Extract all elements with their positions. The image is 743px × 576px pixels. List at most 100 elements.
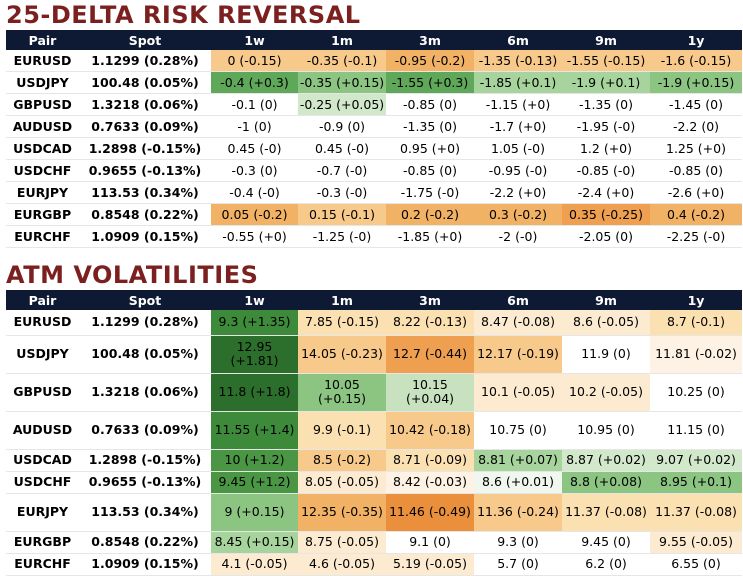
value-cell: -0.95 (-0): [474, 159, 562, 182]
value-cell: 11.15 (0): [650, 411, 742, 450]
spot-cell: 1.2898 (-0.15%): [79, 449, 211, 472]
value-cell: -0.25 (+0.05): [298, 93, 386, 116]
value-cell: -1.15 (+0): [474, 93, 562, 116]
value-cell: 8.8 (+0.08): [562, 471, 650, 494]
value-cell: 0.45 (-0): [298, 137, 386, 160]
spot-cell: 0.8548 (0.22%): [79, 531, 211, 554]
risk-reversal-title: 25-DELTA RISK REVERSAL: [6, 1, 361, 29]
spot-cell: 0.9655 (-0.13%): [79, 471, 211, 494]
value-cell: 0.95 (+0): [386, 137, 474, 160]
value-cell: 8.05 (-0.05): [298, 471, 386, 494]
value-cell: -0.85 (0): [650, 159, 742, 182]
spot-cell: 1.0909 (0.15%): [79, 225, 211, 248]
value-cell: -0.85 (-0): [562, 159, 650, 182]
value-cell: -0.1 (0): [211, 93, 298, 116]
value-cell: 9.3 (+1.35): [211, 310, 298, 336]
value-cell: 11.55 (+1.4): [211, 411, 298, 450]
column-header-pair: Pair: [6, 30, 79, 50]
table-row: USDJPY 100.48 (0.05%) -0.4 (+0.3) -0.35 (+0…: [6, 71, 742, 94]
pair-cell: EURJPY: [6, 493, 79, 532]
pair-cell: EURJPY: [6, 181, 79, 204]
pair-cell: USDCHF: [6, 471, 79, 494]
value-cell: -2.2 (+0): [474, 181, 562, 204]
value-cell: -1.75 (-0): [386, 181, 474, 204]
atm-volatilities-title: ATM VOLATILITIES: [6, 261, 259, 289]
value-cell: 10.15 (+0.04): [386, 373, 474, 412]
value-cell: -0.35 (-0.1): [298, 50, 386, 72]
value-cell: 11.81 (-0.02): [650, 335, 742, 374]
table-row: EURCHF 1.0909 (0.15%) 4.1 (-0.05) 4.6 (-0.0…: [6, 553, 742, 576]
value-cell: -1.85 (+0.1): [474, 71, 562, 94]
spot-cell: 113.53 (0.34%): [79, 493, 211, 532]
column-header-9m: 9m: [562, 30, 650, 50]
value-cell: 12.35 (-0.35): [298, 493, 386, 532]
value-cell: 9.07 (+0.02): [650, 449, 742, 472]
table-row: USDCAD 1.2898 (-0.15%) 0.45 (-0) 0.45 (-0) 0…: [6, 137, 742, 160]
value-cell: 7.85 (-0.15): [298, 310, 386, 336]
value-cell: 8.81 (+0.07): [474, 449, 562, 472]
value-cell: 10 (+1.2): [211, 449, 298, 472]
pair-cell: EURUSD: [6, 50, 79, 72]
column-header-1w: 1w: [211, 30, 298, 50]
value-cell: 10.1 (-0.05): [474, 373, 562, 412]
atm-volatilities-table: Pair Spot 1w 1m 3m 6m 9m 1y EURUSD 1.1299 (0.28%…: [6, 290, 742, 576]
value-cell: -1.7 (+0): [474, 115, 562, 138]
value-cell: 12.95 (+1.81): [211, 335, 298, 374]
spot-cell: 1.3218 (0.06%): [79, 93, 211, 116]
pair-cell: USDCHF: [6, 159, 79, 182]
value-cell: 0.05 (-0.2): [211, 203, 298, 226]
value-cell: -1.55 (+0.3): [386, 71, 474, 94]
value-cell: 9.45 (+1.2): [211, 471, 298, 494]
risk-reversal-table: Pair Spot 1w 1m 3m 6m 9m 1y EURUSD 1.1299 (0.28%…: [6, 30, 742, 248]
value-cell: 11.46 (-0.49): [386, 493, 474, 532]
value-cell: -2.6 (+0): [650, 181, 742, 204]
value-cell: -0.35 (+0.15): [298, 71, 386, 94]
value-cell: 10.25 (0): [650, 373, 742, 412]
value-cell: 0.15 (-0.1): [298, 203, 386, 226]
value-cell: 8.22 (-0.13): [386, 310, 474, 336]
value-cell: -1.95 (-0): [562, 115, 650, 138]
value-cell: 0 (-0.15): [211, 50, 298, 72]
table-row: AUDUSD 0.7633 (0.09%) -1 (0) -0.9 (0) -1.35 …: [6, 115, 742, 138]
value-cell: -0.85 (0): [386, 159, 474, 182]
value-cell: 8.95 (+0.1): [650, 471, 742, 494]
value-cell: -1.6 (-0.15): [650, 50, 742, 72]
value-cell: -1.55 (-0.15): [562, 50, 650, 72]
value-cell: -1 (0): [211, 115, 298, 138]
pair-cell: EURGBP: [6, 203, 79, 226]
spot-cell: 0.7633 (0.09%): [79, 115, 211, 138]
table-row: USDCAD 1.2898 (-0.15%) 10 (+1.2) 8.5 (-0.2)…: [6, 449, 742, 472]
value-cell: 9 (+0.15): [211, 493, 298, 532]
atm-volatilities-header-row: Pair Spot 1w 1m 3m 6m 9m 1y: [6, 290, 742, 310]
value-cell: 9.9 (-0.1): [298, 411, 386, 450]
value-cell: 0.2 (-0.2): [386, 203, 474, 226]
value-cell: 11.37 (-0.08): [650, 493, 742, 532]
value-cell: 10.2 (-0.05): [562, 373, 650, 412]
value-cell: -1.9 (+0.1): [562, 71, 650, 94]
pair-cell: USDJPY: [6, 71, 79, 94]
pair-cell: EURUSD: [6, 310, 79, 336]
value-cell: 8.71 (-0.09): [386, 449, 474, 472]
value-cell: 0.35 (-0.25): [562, 203, 650, 226]
value-cell: 9.3 (0): [474, 531, 562, 554]
value-cell: -1.9 (+0.15): [650, 71, 742, 94]
value-cell: 0.45 (-0): [211, 137, 298, 160]
table-row: GBPUSD 1.3218 (0.06%) 11.8 (+1.8) 10.05 (+0…: [6, 373, 742, 412]
value-cell: -0.7 (-0): [298, 159, 386, 182]
value-cell: 4.1 (-0.05): [211, 553, 298, 576]
value-cell: 11.9 (0): [562, 335, 650, 374]
value-cell: -1.35 (-0.13): [474, 50, 562, 72]
pair-cell: GBPUSD: [6, 373, 79, 412]
value-cell: 4.6 (-0.05): [298, 553, 386, 576]
table-row: USDJPY 100.48 (0.05%) 12.95 (+1.81) 14.05 (…: [6, 335, 742, 374]
spot-cell: 100.48 (0.05%): [79, 71, 211, 94]
column-header-3m: 3m: [386, 30, 474, 50]
value-cell: 1.25 (+0): [650, 137, 742, 160]
value-cell: 8.6 (-0.05): [562, 310, 650, 336]
value-cell: -1.45 (0): [650, 93, 742, 116]
pair-cell: EURCHF: [6, 553, 79, 576]
column-header-1w: 1w: [211, 290, 298, 310]
pair-cell: AUDUSD: [6, 115, 79, 138]
column-header-6m: 6m: [474, 290, 562, 310]
spot-cell: 1.1299 (0.28%): [79, 310, 211, 336]
